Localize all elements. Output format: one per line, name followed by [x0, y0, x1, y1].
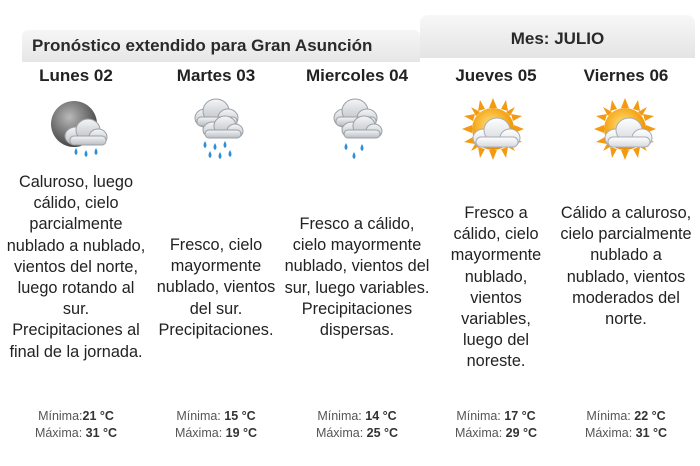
heavy-rain-cloud-icon [194, 98, 244, 159]
day-description: Fresco, cielo mayormente nublado, viento… [156, 236, 276, 339]
day-temperatures: Mínima: 17 °C Máxima: 29 °C [440, 408, 552, 442]
min-label: Mínima: [38, 409, 83, 423]
max-temp: 29 [505, 426, 520, 440]
max-temp: 31 [85, 426, 100, 440]
temp-unit: °C [518, 409, 536, 423]
min-label: Mínima: [586, 409, 631, 423]
day-description: Fresco a cálido, cielo mayormente nublad… [284, 215, 430, 340]
max-temp: 19 [225, 426, 240, 440]
sun-cloud-icon [462, 98, 524, 160]
day-name: Martes 03 [176, 66, 256, 85]
month-label: Mes: JULIO [510, 29, 605, 48]
page-title: Pronóstico extendido para Gran Asunción [32, 36, 373, 55]
day-name: Lunes 02 [39, 66, 113, 85]
min-temp: 15 [224, 409, 239, 423]
min-label: Mínima: [176, 409, 221, 423]
day-column-jueves: Jueves 05 Fresco a cálido, [440, 62, 552, 452]
day-temperatures: Mínima: 22 °C Máxima: 31 °C [560, 408, 692, 442]
max-temp: 25 [366, 426, 381, 440]
month-bar: Mes: JULIO [420, 15, 695, 58]
temp-unit: °C [380, 426, 399, 440]
max-label: Máxima: [584, 426, 633, 440]
min-temp: 17 [504, 409, 519, 423]
temp-unit: °C [239, 426, 258, 440]
day-name: Jueves 05 [455, 66, 537, 85]
light-rain-cloud-icon [333, 98, 383, 159]
min-temp: 21 [82, 409, 97, 423]
sun-cloud-icon [594, 98, 656, 160]
min-label: Mínima: [456, 409, 501, 423]
day-description: Caluroso, luego cálido, cielo parcialmen… [6, 173, 146, 361]
day-column-viernes: Viernes 06 Cálido a caluros [560, 62, 692, 452]
day-name: Miercoles 04 [305, 66, 409, 85]
forecast-header: Pronóstico extendido para Gran Asunción … [0, 0, 700, 62]
temp-unit: °C [99, 426, 118, 440]
min-temp: 22 [634, 409, 649, 423]
day-description: Cálido a caluroso, cielo parcialmente nu… [560, 204, 692, 329]
day-column-miercoles: Miercoles 04 Fresco a cálido, cielo mayo… [284, 62, 430, 452]
temp-unit: °C [96, 409, 114, 423]
day-temperatures: Mínima:21 °C Máxima: 31 °C [6, 408, 146, 442]
max-temp: 31 [635, 426, 650, 440]
day-temperatures: Mínima: 14 °C Máxima: 25 °C [284, 408, 430, 442]
temp-unit: °C [379, 409, 397, 423]
night-rain-cloud-icon [51, 101, 108, 157]
min-label: Mínima: [317, 409, 362, 423]
max-label: Máxima: [174, 426, 223, 440]
max-label: Máxima: [34, 426, 83, 440]
max-label: Máxima: [454, 426, 503, 440]
day-description: Fresco a cálido, cielo mayormente nublad… [450, 204, 542, 371]
day-column-martes: Martes 03 Fresco, cielo mayormente nubla… [146, 62, 286, 452]
max-label: Máxima: [315, 426, 364, 440]
min-temp: 14 [365, 409, 380, 423]
temp-unit: °C [519, 426, 538, 440]
temp-unit: °C [649, 426, 668, 440]
day-temperatures: Mínima: 15 °C Máxima: 19 °C [146, 408, 286, 442]
day-name: Viernes 06 [583, 66, 669, 85]
temp-unit: °C [648, 409, 666, 423]
title-bar [22, 30, 420, 62]
temp-unit: °C [238, 409, 256, 423]
day-column-lunes: Lunes 02 Caluroso, luego cálido, cielo p… [6, 62, 146, 452]
